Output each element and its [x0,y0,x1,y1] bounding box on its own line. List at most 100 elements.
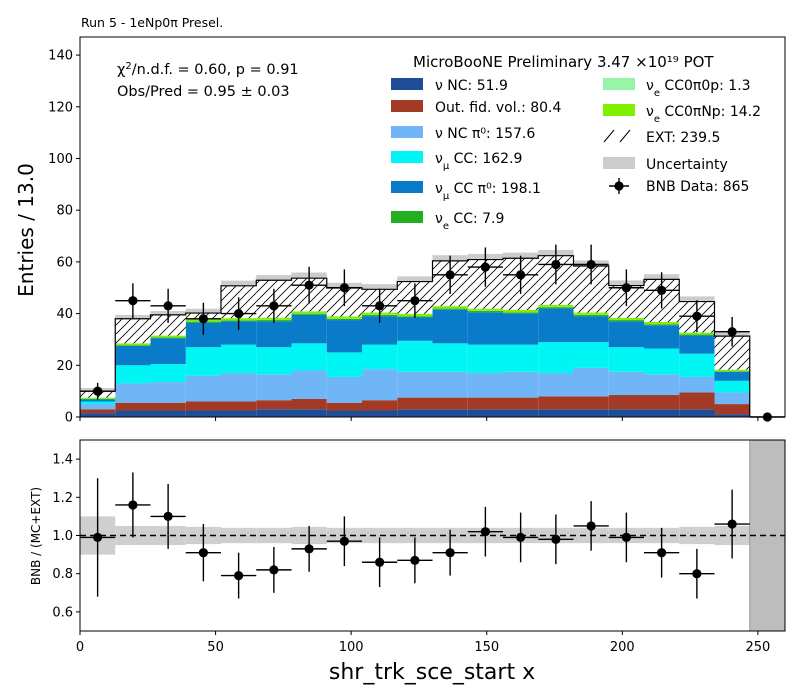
data-point-4 [221,297,257,330]
ratio-point-13 [538,514,574,565]
ratio-point-8 [362,537,398,588]
bar-nu_nc_pi0-16 [644,374,680,396]
legend-label-nue_cc0pi0p: νe CC0π0p: 1.3 [646,78,751,99]
ratio-band-bin-17 [679,526,715,545]
bar-numu_cc-8 [362,344,398,370]
legend-label-nue_cc0pinp: νe CC0πNp: 14.2 [646,104,761,125]
bar-nu_nc-4 [221,410,257,417]
bar-out_fid-17 [679,392,715,410]
run-label: Run 5 - 1eNp0π Presel. [81,15,223,30]
bar-nue_cc-2 [150,337,186,339]
bar-nu_nc-1 [115,410,151,417]
bar-nue_cc-13 [538,307,574,309]
bar-nue_cc0pinp-2 [150,335,186,338]
bar-numu_cc_pi0-15 [608,321,644,348]
data-point-7 [326,269,362,307]
bar-numu_cc-15 [608,347,644,372]
bar-out_fid-5 [256,400,292,410]
ratio-band-bin-19 [749,440,785,631]
legend-label-nu_nc_pi0: ν NC π⁰: 157.6 [435,126,535,142]
bar-nu_nc-10 [432,409,468,417]
bar-nue_cc0pinp-15 [608,317,644,320]
bar-numu_cc-0 [80,401,116,405]
bar-nu_nc_pi0-3 [185,375,221,402]
legend-label-numu_cc: νμ CC: 162.9 [435,151,522,172]
bar-nue_cc-11 [467,311,503,313]
bar-numu_cc-12 [503,344,539,372]
bar-numu_cc-10 [432,343,468,372]
bar-nu_nc-8 [362,410,398,417]
bar-nu_nc-7 [326,410,362,417]
bar-nue_cc0pinp-14 [573,312,609,315]
main-y-tick-label-20: 20 [56,359,73,374]
bar-numu_cc-1 [115,365,151,384]
bar-numu_cc_pi0-10 [432,309,468,344]
legend: ν NC: 51.9 Out. fid. vol.: 80.4 ν NC π⁰: 1… [391,78,761,232]
bar-numu_cc-7 [326,352,362,377]
ratio-point-15 [608,512,644,563]
bar-nu_nc-5 [256,409,292,417]
bar-nu_nc_pi0-17 [679,376,715,393]
ratio-point-12 [503,512,539,563]
bar-nu_nc_pi0-7 [326,376,362,403]
ratio-y-tick-label-0.8: 0.8 [52,567,73,582]
x-tick-label-250: 250 [745,640,770,655]
legend-label-ext: EXT: 239.5 [646,130,720,146]
bar-numu_cc-9 [397,340,433,372]
main-y-tick-label-40: 40 [56,307,73,322]
main-y-tick-label-120: 120 [48,100,73,115]
bar-numu_cc_pi0-13 [538,308,574,343]
bar-nue_cc-1 [115,345,151,346]
bar-numu_cc-17 [679,353,715,377]
bar-nu_nc_pi0-12 [503,371,539,398]
legend-swatch-out_fid [391,100,423,112]
bar-nu_nc_pi0-6 [291,370,327,399]
legend-label-nue_cc: νe CC: 7.9 [435,211,504,232]
bar-numu_cc_pi0-11 [467,312,503,345]
bar-nu_nc_pi0-2 [150,382,186,403]
legend-swatch-nue_cc0pi0p [603,78,635,90]
bar-nu_nc_pi0-1 [115,383,151,403]
bar-nue_cc0pinp-18 [714,369,750,372]
bar-nu_nc-13 [538,409,574,417]
bar-nue_cc-6 [291,313,327,315]
bar-out_fid-8 [362,400,398,411]
bar-nue_cc0pinp-16 [644,322,680,325]
bar-numu_cc-13 [538,342,574,374]
ratio-point-18 [714,489,750,559]
legend-swatch-uncertainty [603,157,635,169]
experiment-label: MicroBooNE Preliminary 3.47 ×10¹⁹ POT [413,53,714,71]
bar-nue_cc-18 [714,371,750,372]
bar-numu_cc_pi0-4 [221,321,257,345]
bar-numu_cc_pi0-1 [115,345,151,366]
ratio-point-5 [256,546,292,593]
data-point-10 [432,255,468,294]
bar-nue_cc-10 [432,308,468,310]
bar-numu_cc_pi0-12 [503,313,539,345]
bar-nu_nc_pi0-11 [467,373,503,398]
ratio-point-10 [432,529,468,576]
bar-numu_cc_pi0-14 [573,316,609,343]
x-tick-label-200: 200 [610,640,635,655]
legend-swatch-data [609,178,629,194]
ratio-band-bin-8 [362,527,398,544]
bar-out_fid-12 [503,397,539,410]
bar-out_fid-13 [538,396,574,410]
bar-out_fid-15 [608,395,644,410]
bar-nue_cc0pinp-12 [503,309,539,313]
bar-out_fid-16 [644,395,680,410]
ratio-point-14 [573,501,609,551]
data-point-15 [608,269,644,307]
bar-numu_cc-11 [467,344,503,374]
bar-numu_cc_pi0-7 [326,320,362,353]
legend-swatch-nu_nc_pi0 [391,126,423,138]
legend-swatch-nue_cc [391,211,423,223]
legend-swatch-nue_cc0pinp [603,104,635,116]
x-tick-label-50: 50 [207,640,224,655]
main-y-tick-label-80: 80 [56,204,73,219]
ratio-y-tick-label-0.6: 0.6 [52,605,73,620]
bar-nue_cc-15 [608,320,644,322]
bar-nu_nc-15 [608,409,644,417]
bar-nue_cc-17 [679,334,715,336]
data-point-18 [714,316,750,347]
